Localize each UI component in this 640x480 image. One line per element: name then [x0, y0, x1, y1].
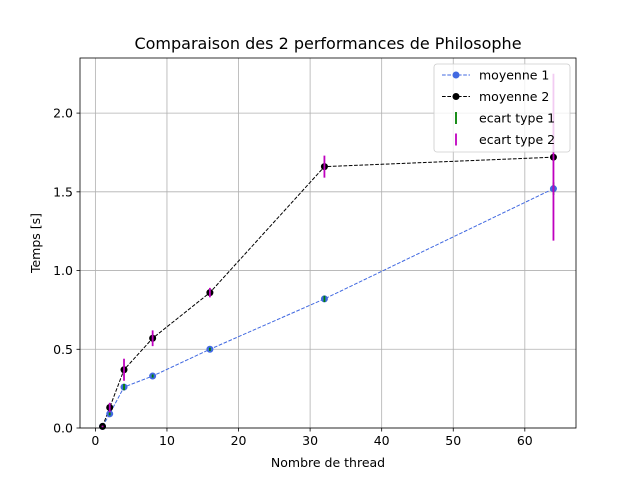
plot-area: [99, 73, 557, 430]
series-line-1: [102, 188, 554, 427]
x-tick-label: 10: [159, 433, 175, 448]
legend-label: ecart type 2: [479, 132, 555, 147]
axes-frame: [79, 57, 577, 429]
series-line-2: [102, 156, 554, 427]
legend-label: ecart type 1: [479, 111, 555, 126]
y-axis-label: Temps [s]: [28, 213, 43, 274]
y-tick-label: 0.5: [53, 342, 73, 357]
y-tick-label: 0.0: [53, 421, 73, 436]
x-tick-label: 0: [91, 433, 99, 448]
legend: moyenne 1 moyenne 2 ecart type 1 ecart type…: [433, 63, 571, 153]
y-tick-label: 1.0: [53, 263, 73, 278]
axes: 0 10 20 30 40 50 60 0.0 0.5 1.0 1.5 2.0: [53, 57, 577, 448]
legend-label: moyenne 2: [479, 89, 549, 104]
legend-marker-swatch: [452, 71, 460, 79]
y-tick-label: 2.0: [53, 106, 73, 121]
x-tick-label: 40: [374, 433, 390, 448]
x-axis-label: Nombre de thread: [271, 455, 385, 470]
x-tick-label: 30: [302, 433, 318, 448]
x-tick-label: 50: [445, 433, 461, 448]
chart-title: Comparaison des 2 performances de Philos…: [134, 34, 521, 53]
x-tick-label: 60: [517, 433, 533, 448]
legend-label: moyenne 1: [479, 68, 549, 83]
y-tick-label: 1.5: [53, 184, 73, 199]
legend-box: [433, 63, 571, 153]
x-tick-label: 20: [231, 433, 247, 448]
legend-marker-swatch: [452, 93, 460, 100]
